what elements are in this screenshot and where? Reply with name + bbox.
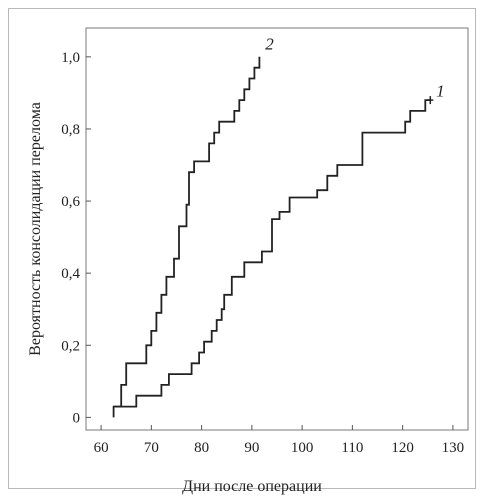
series-layer	[112, 56, 434, 418]
series-label-1: 1	[436, 82, 445, 101]
y-tick-label: 1,0	[61, 50, 80, 66]
y-tick-label: 0,8	[61, 122, 80, 138]
x-tick-label: 90	[244, 440, 259, 456]
x-axis-ticks: 60 70 80 90 100 110 120 130	[94, 425, 465, 456]
x-tick-label: 100	[291, 440, 314, 456]
series-label-2: 2	[265, 35, 274, 54]
y-axis-ticks: 0 0,2 0,4 0,6 0,8 1,0	[61, 50, 91, 426]
series-1-line	[112, 99, 431, 418]
y-axis-title: Вероятность консолидации перелома	[27, 102, 44, 356]
series-2-line	[113, 56, 261, 408]
x-tick-label: 70	[144, 440, 159, 456]
y-tick-label: 0,2	[61, 338, 80, 354]
annotation-layer: 21	[265, 35, 444, 101]
x-tick-label: 80	[194, 440, 209, 456]
x-tick-label: 130	[442, 440, 465, 456]
y-tick-label: 0	[73, 410, 81, 426]
x-axis-title: Дни после операции	[182, 478, 322, 495]
y-tick-label: 0,4	[61, 266, 80, 282]
x-tick-label: 120	[391, 440, 414, 456]
plot-area	[85, 27, 469, 431]
x-tick-label: 60	[94, 440, 109, 456]
x-tick-label: 110	[341, 440, 363, 456]
y-tick-label: 0,6	[61, 194, 80, 210]
